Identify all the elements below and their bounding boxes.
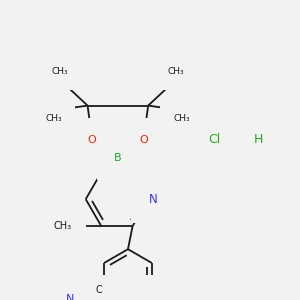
- Text: H: H: [254, 133, 263, 146]
- Text: B: B: [114, 153, 122, 163]
- Text: O: O: [88, 134, 97, 145]
- Text: CH₃: CH₃: [167, 67, 184, 76]
- Text: N: N: [148, 193, 157, 206]
- Text: CH₃: CH₃: [45, 114, 62, 123]
- Text: C: C: [95, 285, 102, 295]
- Text: CH₃: CH₃: [174, 114, 190, 123]
- Text: O: O: [139, 134, 148, 145]
- Text: CH₃: CH₃: [54, 221, 72, 231]
- Text: CH₃: CH₃: [52, 67, 68, 76]
- Text: Cl: Cl: [208, 133, 220, 146]
- Text: N: N: [66, 294, 74, 300]
